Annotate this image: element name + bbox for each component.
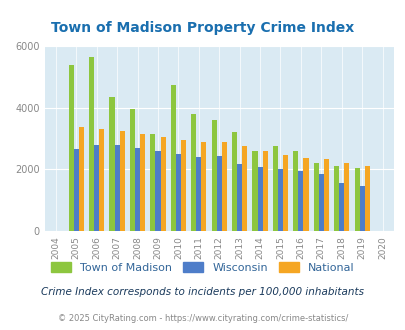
Bar xyxy=(313,163,318,231)
Bar xyxy=(252,151,257,231)
Bar xyxy=(191,114,196,231)
Bar xyxy=(74,149,79,231)
Bar xyxy=(364,166,369,231)
Bar xyxy=(79,127,84,231)
Bar xyxy=(135,148,140,231)
Bar xyxy=(242,146,247,231)
Bar xyxy=(94,145,99,231)
Bar xyxy=(231,132,237,231)
Text: © 2025 CityRating.com - https://www.cityrating.com/crime-statistics/: © 2025 CityRating.com - https://www.city… xyxy=(58,314,347,323)
Bar xyxy=(221,142,226,231)
Bar xyxy=(359,186,364,231)
Bar xyxy=(262,151,267,231)
Bar xyxy=(196,157,201,231)
Bar xyxy=(257,167,262,231)
Bar xyxy=(303,158,308,231)
Bar xyxy=(160,137,165,231)
Bar xyxy=(354,168,359,231)
Bar xyxy=(130,109,135,231)
Bar xyxy=(171,85,175,231)
Bar xyxy=(298,171,303,231)
Bar xyxy=(282,155,288,231)
Bar xyxy=(211,120,216,231)
Bar xyxy=(140,134,145,231)
Bar xyxy=(181,140,185,231)
Bar xyxy=(175,154,181,231)
Text: Town of Madison Property Crime Index: Town of Madison Property Crime Index xyxy=(51,21,354,35)
Bar xyxy=(109,97,114,231)
Bar xyxy=(114,145,119,231)
Bar xyxy=(155,151,160,231)
Bar xyxy=(99,129,104,231)
Bar xyxy=(119,131,124,231)
Bar xyxy=(150,134,155,231)
Bar xyxy=(272,146,277,231)
Bar xyxy=(68,65,74,231)
Bar xyxy=(338,183,343,231)
Bar xyxy=(237,164,242,231)
Bar xyxy=(277,169,282,231)
Bar xyxy=(292,151,298,231)
Bar xyxy=(318,174,323,231)
Bar xyxy=(89,57,94,231)
Legend: Town of Madison, Wisconsin, National: Town of Madison, Wisconsin, National xyxy=(47,258,358,278)
Bar xyxy=(201,142,206,231)
Bar xyxy=(333,166,338,231)
Text: Crime Index corresponds to incidents per 100,000 inhabitants: Crime Index corresponds to incidents per… xyxy=(41,287,364,297)
Bar xyxy=(343,163,349,231)
Bar xyxy=(323,159,328,231)
Bar xyxy=(216,155,221,231)
